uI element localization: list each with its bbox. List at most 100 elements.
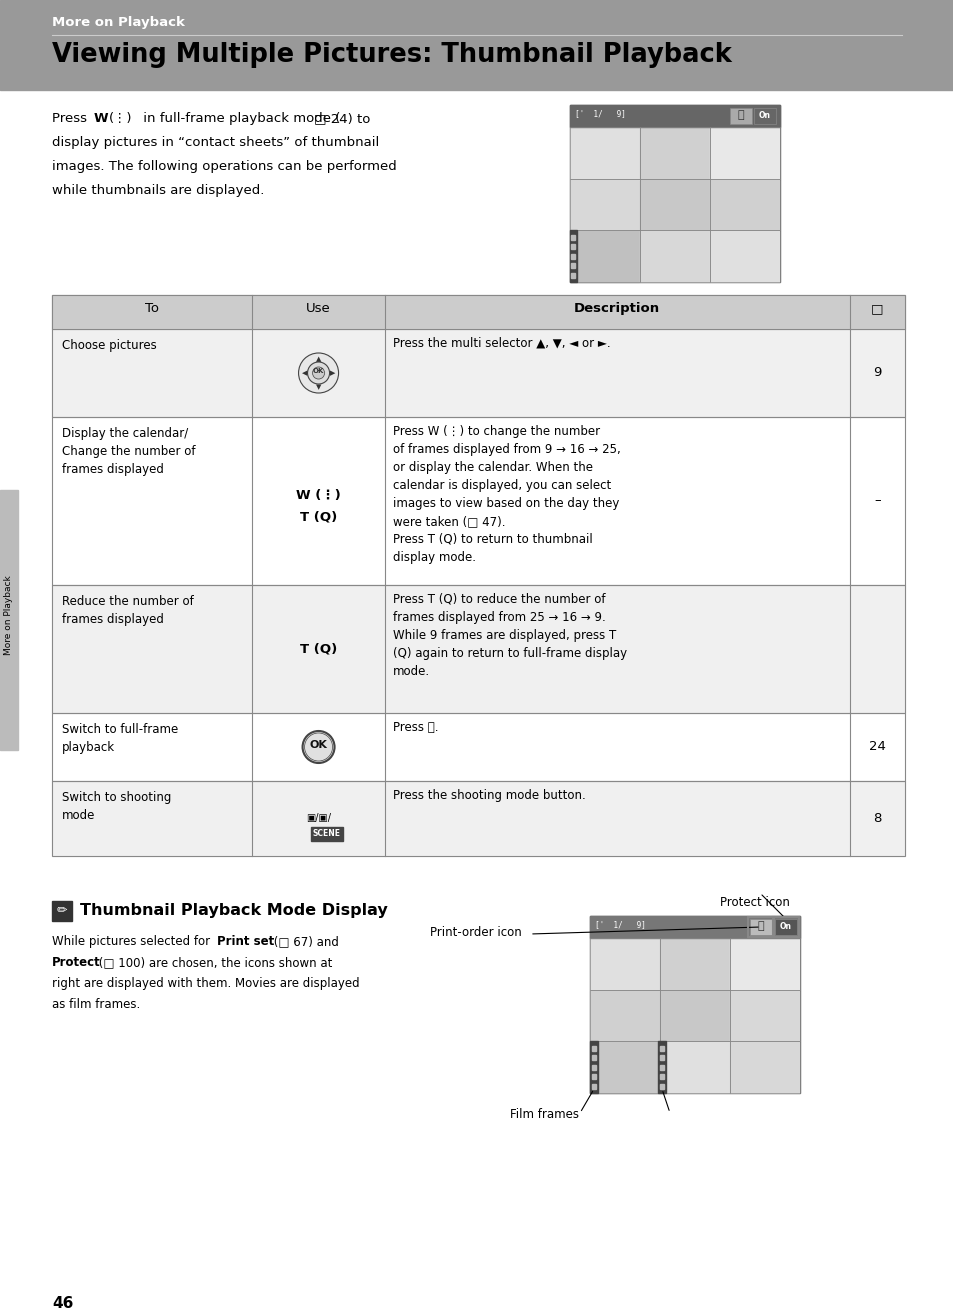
Text: 8: 8 <box>872 812 881 824</box>
Bar <box>729 108 751 124</box>
Text: Switch to full-frame
playback: Switch to full-frame playback <box>62 723 178 754</box>
Text: ⎙: ⎙ <box>737 110 743 120</box>
Bar <box>639 179 709 230</box>
Text: Protect icon: Protect icon <box>720 896 789 909</box>
Bar <box>52 585 904 714</box>
Text: Press the shooting mode button.: Press the shooting mode button. <box>393 788 585 802</box>
Text: Print-order icon: Print-order icon <box>430 926 521 940</box>
Bar <box>639 127 709 179</box>
Text: Viewing Multiple Pictures: Thumbnail Playback: Viewing Multiple Pictures: Thumbnail Pla… <box>52 42 731 68</box>
Bar <box>639 127 709 179</box>
Text: in full-frame playback mode (: in full-frame playback mode ( <box>139 112 340 125</box>
Text: ▣/▣/: ▣/▣/ <box>306 813 331 824</box>
Text: ✏: ✏ <box>56 904 67 917</box>
Bar <box>592 1084 596 1088</box>
Bar <box>772 917 799 937</box>
Bar <box>589 938 659 989</box>
Bar <box>52 781 904 855</box>
Bar <box>0 490 18 750</box>
Bar <box>659 989 729 1041</box>
Circle shape <box>298 353 338 393</box>
Text: 24: 24 <box>868 740 884 753</box>
Bar <box>589 989 659 1041</box>
Bar <box>639 231 709 283</box>
Text: ◀: ◀ <box>301 371 307 376</box>
Bar <box>659 1042 729 1093</box>
Text: 46: 46 <box>52 1296 73 1311</box>
Bar <box>571 263 575 268</box>
Bar <box>311 827 342 841</box>
Text: ['  1/   9]: [' 1/ 9] <box>595 920 645 929</box>
Bar <box>590 940 659 989</box>
Text: display pictures in “contact sheets” of thumbnail: display pictures in “contact sheets” of … <box>52 137 379 148</box>
Bar <box>709 179 780 230</box>
Text: ▲: ▲ <box>315 356 321 361</box>
Bar <box>52 901 71 921</box>
Bar <box>571 244 575 250</box>
Bar <box>569 105 780 283</box>
Bar <box>570 180 639 230</box>
Bar <box>52 585 904 714</box>
Text: right are displayed with them. Movies are displayed: right are displayed with them. Movies ar… <box>52 978 359 989</box>
Bar <box>52 781 904 855</box>
Bar <box>659 938 729 989</box>
Text: On: On <box>759 110 770 120</box>
Bar <box>592 1046 596 1051</box>
Bar <box>659 940 729 989</box>
Bar <box>569 230 577 283</box>
Text: Film frames: Film frames <box>510 1108 578 1121</box>
Bar <box>589 1041 598 1093</box>
Text: Press the multi selector ▲, ▼, ◄ or ►.: Press the multi selector ▲, ▼, ◄ or ►. <box>393 336 610 350</box>
Bar <box>659 1046 663 1051</box>
Bar <box>571 272 575 277</box>
Text: ▶: ▶ <box>330 371 335 376</box>
Bar <box>753 108 775 124</box>
Text: SCENE: SCENE <box>313 829 340 837</box>
Bar <box>774 918 796 936</box>
Text: Description: Description <box>574 302 659 315</box>
Text: More on Playback: More on Playback <box>5 576 13 654</box>
Text: Reduce the number of
frames displayed: Reduce the number of frames displayed <box>62 595 193 625</box>
Bar <box>659 1041 729 1093</box>
Bar <box>570 231 639 283</box>
Text: (□ 67) and: (□ 67) and <box>270 936 338 947</box>
Bar <box>52 296 904 328</box>
Text: images. The following operations can be performed: images. The following operations can be … <box>52 160 396 173</box>
Text: 9: 9 <box>872 367 881 378</box>
Bar <box>709 230 780 283</box>
Text: □ 24) to: □ 24) to <box>314 112 370 125</box>
Bar <box>730 1042 799 1093</box>
Text: ⎙: ⎙ <box>757 921 763 932</box>
Text: T (Q): T (Q) <box>299 643 336 656</box>
Bar <box>659 1064 663 1070</box>
Text: ['  1/   9]: [' 1/ 9] <box>575 109 625 118</box>
Circle shape <box>302 731 335 763</box>
Bar <box>730 991 799 1041</box>
Text: as film frames.: as film frames. <box>52 999 140 1010</box>
Bar <box>729 938 800 989</box>
Text: Display the calendar/
Change the number of
frames displayed: Display the calendar/ Change the number … <box>62 427 195 476</box>
Bar <box>589 916 800 938</box>
Bar <box>710 127 779 179</box>
Bar <box>589 916 800 1093</box>
Bar <box>659 1084 663 1088</box>
Bar <box>569 127 639 179</box>
Bar <box>729 1041 800 1093</box>
Bar <box>569 179 639 230</box>
Text: Use: Use <box>306 302 331 315</box>
Bar <box>0 0 953 89</box>
Bar <box>709 127 780 179</box>
Bar <box>52 714 904 781</box>
Bar <box>730 940 799 989</box>
Text: Switch to shooting
mode: Switch to shooting mode <box>62 791 172 823</box>
Circle shape <box>307 361 329 384</box>
Circle shape <box>313 367 324 378</box>
Bar <box>659 1074 663 1079</box>
Text: To: To <box>145 302 159 315</box>
Bar <box>729 989 800 1041</box>
Text: Protect: Protect <box>52 957 101 968</box>
Text: (□ 100) are chosen, the icons shown at: (□ 100) are chosen, the icons shown at <box>95 957 332 968</box>
Bar <box>639 180 709 230</box>
Text: Print set: Print set <box>216 936 274 947</box>
Bar <box>52 328 904 417</box>
